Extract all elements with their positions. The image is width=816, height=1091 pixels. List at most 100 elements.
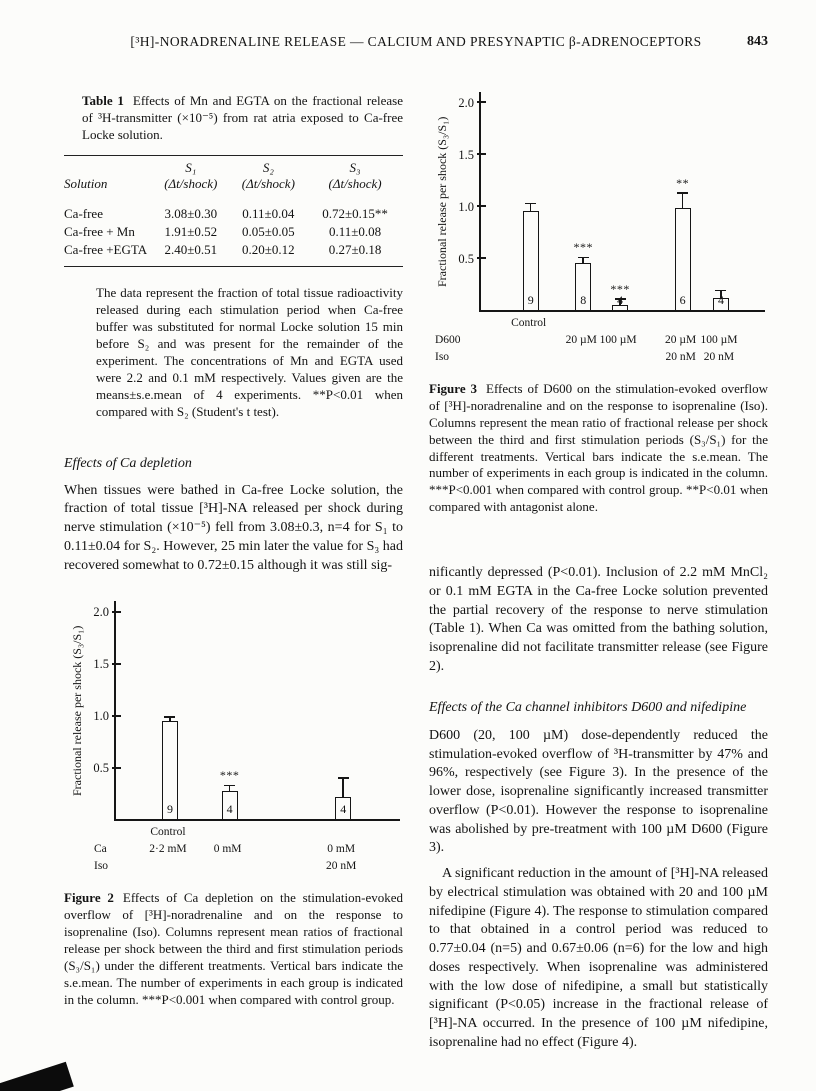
n-count-label: 8 [580,293,587,307]
section-heading-ca-depletion: Effects of Ca depletion [64,455,192,471]
table-1-body: Ca-free 3.08±0.30 0.11±0.04 0.72±0.15** … [64,198,403,267]
table-1: Solution S₁ (Δt/shock) S₂ (Δt/shock) S₃ … [64,155,403,268]
table-row: Ca-free + Mn 1.91±0.52 0.05±0.05 0.11±0.… [64,223,403,241]
page-header: [³H]-NORADRENALINE RELEASE — CALCIUM AND… [64,34,768,54]
table-1-caption-text: Effects of Mn and EGTA on the fractional… [82,93,403,143]
chart-bar [575,263,592,310]
x-axis-row-label: Iso [94,860,109,873]
error-bar-stem [228,786,231,792]
significance-stars: ** [676,175,690,190]
y-axis-tick [477,257,486,260]
error-bar-cap [164,716,176,718]
y-axis-tick-label: 2.0 [93,605,109,620]
x-axis-row: D600 20 µM 100 µM 20 µM 100 µM [429,334,768,351]
figure-2: Fractional release per shock (S₃/S₁) 0.5… [64,601,403,1008]
y-axis-tick-label: 1.0 [93,709,109,724]
table-1-header: Solution S₁ (Δt/shock) S₂ (Δt/shock) S₃ … [64,156,403,198]
cell-s2: 0.20±0.12 [242,242,295,258]
x-axis-tick-label: 100 µM [700,334,738,346]
x-axis-row: Iso 20 nM [64,860,403,877]
x-axis-row: Ca 2·2 mM 0 mM 0 mM [64,843,403,860]
cell-s3: 0.27±0.18 [328,242,382,258]
x-axis-row: Control [64,826,403,843]
cell-s2: 0.11±0.04 [242,205,295,221]
error-bar-stem [342,779,344,797]
error-bar-cap [224,784,236,787]
x-axis-tick-label: 20 nM [703,351,735,363]
figure-3: Fractional release per shock (S₃/S₁) 0.5… [429,92,768,516]
col-header-s2: S₂ (Δt/shock) [230,156,308,198]
y-axis-tick [477,101,486,104]
x-axis-tick-label: 20 µM [665,334,697,346]
x-axis-tick-label: 0 mM [327,843,356,856]
table-row: Ca-free +EGTA 2.40±0.51 0.20±0.12 0.27±0… [64,241,403,267]
x-axis-tick-label: 20 nM [665,351,696,363]
y-axis-tick [112,662,121,665]
chart-bar [712,297,729,310]
figure-2-caption: Figure 2 Effects of Ca depletion on the s… [64,890,403,1008]
running-title: [³H]-NORADRENALINE RELEASE — CALCIUM AND… [130,34,702,49]
paragraph-ca-depletion: When tissues were bathed in Ca-free Lock… [64,482,403,573]
col-header-s2-unit: (Δt/shock) [241,176,295,192]
section-heading-d600-nifedipine: Effects of the Ca channel inhibitors D60… [429,699,747,715]
col-header-s2-symbol: S₂ [262,160,274,176]
n-count-label: 9 [166,802,173,817]
cell-s1: 1.91±0.52 [164,223,218,239]
x-axis-row-label: Ca [94,843,107,856]
col-header-s1-unit: (Δt/shock) [164,176,218,192]
x-axis-tick-label: 20 µM [565,334,597,346]
y-axis-tick-label: 0.5 [458,251,474,266]
error-bar-stem [619,299,621,305]
x-axis-tick-label: 100 µM [599,334,637,346]
n-count-label: 4 [617,293,624,307]
figure-3-plot-area: 0.5 1.0 1.5 2.0 9 8 *** 4 *** 6 ** 4 [458,92,765,312]
n-count-label: 6 [679,293,686,307]
cell-s3: 0.72±0.15** [322,205,388,221]
cell-s1: 3.08±0.30 [164,205,218,221]
y-axis-tick [112,714,121,717]
figure-3-caption: Figure 3 Effects of D600 on the stimulati… [429,381,768,516]
figure-2-chart: Fractional release per shock (S₃/S₁) 0.5… [64,601,403,877]
n-count-label: 4 [340,802,347,817]
col-header-s3: S₃ (Δt/shock) [307,156,403,198]
y-axis-tick-label: 1.5 [93,657,109,672]
figure-3-chart: Fractional release per shock (S₃/S₁) 0.5… [429,92,768,368]
n-count-label: 4 [717,293,724,307]
cell-s3: 0.11±0.08 [328,223,382,239]
error-bar-stem [720,291,722,298]
table-row: Ca-free 3.08±0.30 0.11±0.04 0.72±0.15** [64,198,403,223]
chart-bar [161,720,178,820]
y-axis-tick-label: 2.0 [458,95,474,110]
paragraph-continuation: nificantly depressed (P<0.01). Inclusion… [429,565,768,674]
col-header-s3-unit: (Δt/shock) [328,176,382,192]
n-count-label: 4 [226,802,233,817]
chart-bar [522,211,539,310]
y-axis-tick [477,153,486,156]
y-axis-tick [112,610,121,613]
x-axis-row-label: Iso [435,351,450,363]
figure-2-plot-area: 0.5 1.0 1.5 2.0 9 4 *** 4 [93,601,400,822]
col-header-s3-symbol: S₃ [349,160,361,176]
col-header-s1: S₁ (Δt/shock) [152,156,230,198]
figure-3-caption-text: Effects of D600 on the stimulation-evoke… [429,381,768,515]
error-bar-cap [715,289,727,292]
table-1-footnote: The data represent the fraction of total… [96,285,403,419]
x-axis-row: Control [429,317,768,334]
n-count-label: 9 [527,293,534,307]
significance-stars: *** [573,240,593,255]
x-axis-row: Iso 20 nM 20 nM [429,351,768,368]
scan-edge-artifact [0,1061,74,1091]
col-header-solution: Solution [64,176,108,192]
col-header-s1-symbol: S₁ [185,160,197,176]
figure-2-x-axis-labels: Control Ca 2·2 mM 0 mM 0 mM Iso 20 nM [64,826,403,877]
error-bar-cap [677,192,689,194]
y-axis-tick [477,205,486,208]
error-bar-cap [614,298,626,300]
error-bar-cap [337,777,349,779]
paragraph-d600-2: A significant reduction in the amount of… [429,866,768,1050]
table-1-caption-label: Table 1 [82,93,124,108]
paragraph-d600-1: D600 (20, 100 µM) dose-dependently reduc… [429,727,768,856]
x-axis-tick-label: 0 mM [213,843,242,856]
chart-bar [221,791,238,820]
cell-solution: Ca-free [64,205,103,221]
